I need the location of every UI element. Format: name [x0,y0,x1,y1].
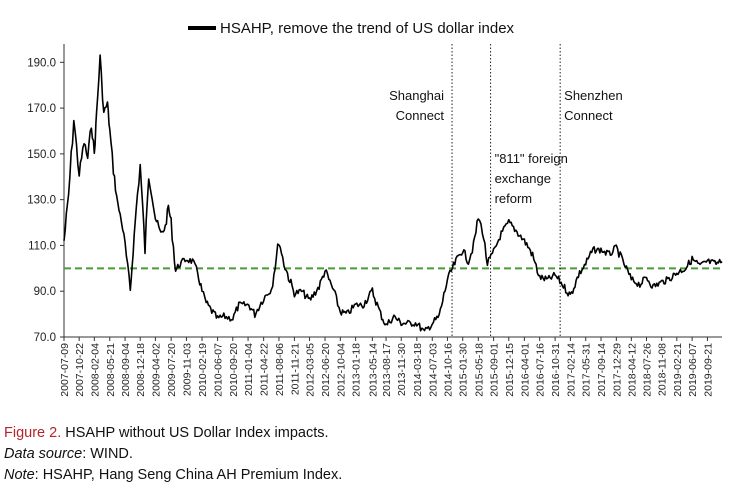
y-tick-label: 90.0 [34,286,56,298]
x-tick-label: 2010-06-07 [213,343,225,397]
x-tick-label: 2013-01-18 [351,343,363,397]
y-tick-label: 150.0 [27,149,56,161]
x-tick-label: 2017-09-14 [596,343,608,397]
x-tick-label: 2018-04-12 [626,343,638,397]
x-tick-label: 2009-07-20 [166,343,178,397]
x-tick-label: 2012-10-04 [335,343,347,397]
event-annotation: Shenzhen [564,88,623,103]
x-tick-label: 2008-05-21 [105,343,117,397]
series-group [63,54,723,332]
x-tick-label: 2008-09-04 [120,343,132,397]
event-annotation: Shanghai [389,88,444,103]
x-tick-label: 2016-04-01 [519,343,531,397]
x-tick-label: 2019-02-21 [672,343,684,397]
x-tick-label: 2015-01-30 [458,343,470,397]
x-tick-label: 2011-04-22 [259,343,271,396]
x-tick-label: 2011-08-06 [274,343,286,396]
x-tick-label: 2015-05-18 [473,343,485,397]
x-tick-label: 2017-02-14 [565,343,577,397]
event-annotation: Connect [564,108,613,123]
y-tick-label: 70.0 [34,332,56,344]
x-tick-label: 2016-07-16 [535,343,547,397]
chart: HSAHP, remove the trend of US dollar ind… [27,20,723,397]
x-tick-label: 2018-11-08 [657,343,669,396]
figure-title: HSAHP without US Dollar Index impacts. [61,425,329,441]
x-tick-label: 2014-10-16 [442,343,454,397]
legend: HSAHP, remove the trend of US dollar ind… [188,20,515,37]
x-tick-label: 2017-12-29 [611,343,623,397]
event-annotation: exchange [495,171,551,186]
figure-note: Note: HSAHP, Hang Seng China AH Premium … [4,465,342,486]
x-tick-label: 2017-05-31 [581,343,593,397]
x-axis-ticks: 2007-07-09 2007-10-22 2008-02-04 2008-05-21… [59,337,714,397]
y-tick-label: 130.0 [27,195,56,207]
data-source-label: Data source [4,446,83,462]
y-tick-label: 170.0 [27,103,56,115]
event-annotation: reform [495,191,533,206]
figure-label: Figure 2. [4,425,62,441]
x-tick-label: 2008-02-04 [89,343,101,397]
x-tick-label: 2018-07-26 [641,343,653,397]
note-label: Note [4,467,35,483]
axes [63,44,722,338]
x-tick-label: 2016-10-31 [550,343,562,397]
x-tick-label: 2019-09-21 [702,343,714,397]
x-tick-label: 2014-03-18 [412,343,424,397]
x-tick-label: 2012-06-20 [320,343,332,397]
x-tick-label: 2009-11-03 [181,343,193,396]
note-text: : HSAHP, Hang Seng China AH Premium Inde… [34,467,343,483]
y-axis-ticks: 70.0 90.0 110.0 130.0 150.0 170.0 190.0 [27,57,64,344]
event-annotation: Connect [396,108,445,123]
data-source-text: : WIND. [82,446,133,462]
legend-label: HSAHP, remove the trend of US dollar ind… [220,20,515,37]
x-tick-label: 2011-01-04 [243,343,255,396]
series-line [63,54,723,332]
y-tick-label: 190.0 [27,57,56,69]
data-source: Data source: WIND. [4,444,133,465]
x-tick-label: 2015-09-01 [489,343,501,397]
x-tick-label: 2013-05-14 [367,343,379,397]
x-tick-label: 2015-12-15 [504,343,516,397]
x-tick-label: 2013-08-17 [381,343,393,397]
x-tick-label: 2009-04-02 [150,343,162,397]
figure-caption: Figure 2. HSAHP without US Dollar Index … [4,423,329,444]
x-tick-label: 2007-10-22 [74,343,86,397]
event-annotation: "811" foreign [495,151,568,166]
x-tick-label: 2010-09-20 [228,343,240,397]
x-tick-label: 2014-07-03 [427,343,439,397]
x-tick-label: 2019-06-07 [687,343,699,397]
y-tick-label: 110.0 [28,240,56,252]
x-tick-label: 2007-07-09 [59,343,71,397]
x-tick-label: 2011-11-21 [289,343,301,395]
x-tick-label: 2012-03-05 [305,343,317,397]
x-tick-label: 2010-02-19 [197,343,209,397]
event-lines: Shanghai Connect "811" foreign exchange refo… [389,44,623,337]
x-tick-label: 2013-11-30 [396,343,408,396]
x-tick-label: 2008-12-18 [135,343,147,397]
